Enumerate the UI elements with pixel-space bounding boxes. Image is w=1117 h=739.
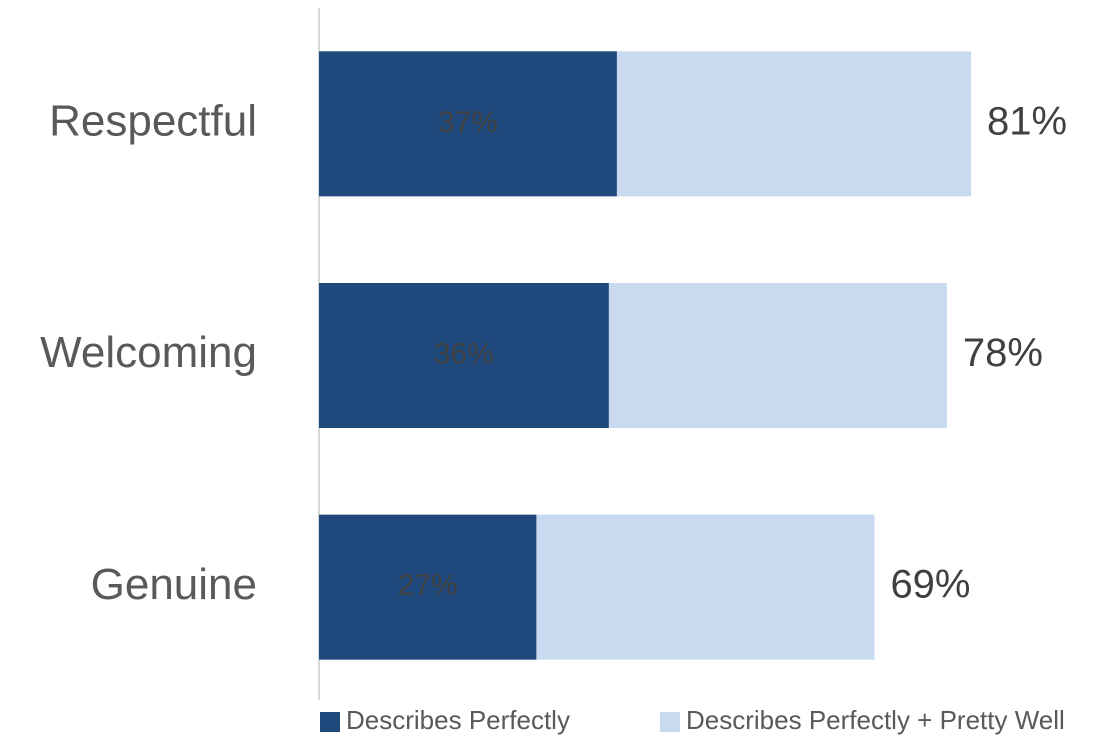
value-label: 69% (890, 563, 970, 607)
category-label: Genuine (91, 560, 257, 609)
legend-swatch (320, 712, 340, 732)
value-label: 36% (434, 337, 494, 370)
legend-label: Describes Perfectly + Pretty Well (686, 705, 1065, 735)
value-label: 78% (963, 331, 1043, 375)
value-label: 27% (398, 569, 458, 602)
bar (319, 514, 537, 660)
value-label: 81% (987, 99, 1067, 143)
category-label: Respectful (49, 96, 257, 145)
bar (319, 51, 617, 197)
category-label: Welcoming (40, 328, 257, 377)
legend-swatch (660, 712, 680, 732)
legend-label: Describes Perfectly (346, 705, 570, 735)
value-label: 37% (438, 106, 498, 139)
bar (319, 283, 609, 428)
